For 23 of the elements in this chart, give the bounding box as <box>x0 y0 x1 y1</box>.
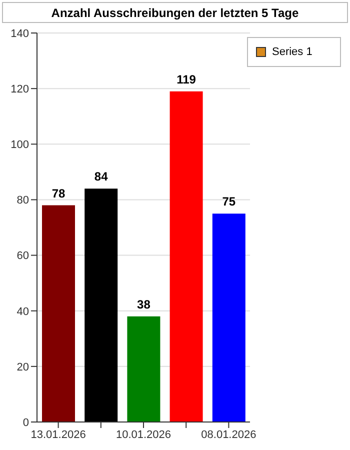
bar <box>212 214 246 422</box>
y-tick-label: 80 <box>16 194 29 207</box>
bar <box>170 91 203 422</box>
x-tick-label: 08.01.2026 <box>201 428 256 441</box>
data-label: 84 <box>94 170 108 184</box>
data-label: 38 <box>137 297 151 312</box>
bar <box>84 188 118 422</box>
y-tick-label: 120 <box>10 83 29 96</box>
y-tick-label: 40 <box>16 306 29 318</box>
data-label: 75 <box>222 194 236 209</box>
y-tick-label: 100 <box>10 139 29 152</box>
chart-title: Anzahl Ausschreibungen der letzten 5 Tage <box>2 2 348 23</box>
bar <box>127 316 160 422</box>
x-tick-label: 10.01.2026 <box>116 428 172 441</box>
y-tick-label: 0 <box>22 416 29 429</box>
data-label: 78 <box>52 186 66 200</box>
x-tick-label: 13.01.2026 <box>30 428 86 441</box>
y-tick-label: 60 <box>16 250 29 262</box>
data-label: 119 <box>176 72 196 86</box>
bar <box>42 205 75 422</box>
y-tick-label: 140 <box>10 28 29 40</box>
text: Series 1 <box>272 46 312 58</box>
y-tick-label: 20 <box>16 361 29 374</box>
